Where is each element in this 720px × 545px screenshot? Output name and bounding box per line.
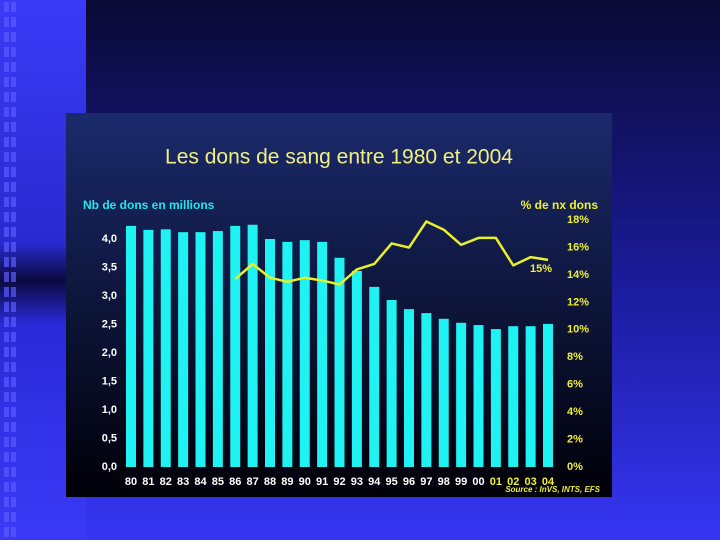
bar <box>247 224 258 467</box>
bar <box>143 229 154 467</box>
bar <box>404 309 414 467</box>
x-tick-label: 85 <box>212 476 224 488</box>
bar <box>490 329 501 467</box>
x-tick-label: 01 <box>490 476 502 488</box>
x-tick-label: 02 <box>507 476 519 488</box>
x-tick-label: 83 <box>177 476 189 488</box>
bar <box>386 299 397 467</box>
y-tick-label: 3,5 <box>102 261 117 273</box>
x-tick-label: 86 <box>229 476 241 488</box>
x-tick-label: 97 <box>420 476 432 488</box>
bar <box>160 229 171 467</box>
y2-tick-label: 4% <box>567 406 583 418</box>
line <box>234 220 549 286</box>
y-axis-label: Nb de dons en millions <box>83 198 215 212</box>
y2-tick-label: 0% <box>567 461 583 473</box>
y-tick-label: 1,5 <box>102 375 117 387</box>
x-tick-label: 87 <box>247 476 259 488</box>
bar <box>265 239 275 467</box>
x-tick-label: 99 <box>455 476 467 488</box>
y-tick-label: 2,5 <box>102 318 117 330</box>
x-tick-label: 93 <box>351 476 363 488</box>
bar <box>282 241 293 467</box>
x-tick-label: 04 <box>542 476 555 488</box>
x-tick-label: 98 <box>438 476 450 488</box>
bar <box>456 322 467 467</box>
x-tick-label: 88 <box>264 476 276 488</box>
x-tick-label: 80 <box>125 476 137 488</box>
bar <box>230 225 241 467</box>
bar <box>178 232 189 467</box>
bar <box>212 231 223 467</box>
bar <box>369 286 380 467</box>
bar <box>508 326 519 467</box>
x-tick-label: 95 <box>386 476 398 488</box>
y2-tick-label: 14% <box>567 269 589 281</box>
bar <box>421 313 432 467</box>
y2-tick-label: 16% <box>567 241 589 253</box>
bar <box>351 270 362 467</box>
source: Source : InVS, INTS, EFS <box>505 485 600 494</box>
bar <box>473 325 484 467</box>
bar <box>438 318 449 467</box>
x-tick-label: 91 <box>316 476 328 488</box>
x-tick-label: 94 <box>368 476 381 488</box>
annotation: 15% <box>530 263 552 275</box>
y2-tick-label: 10% <box>567 324 589 336</box>
x-tick-label: 81 <box>142 476 154 488</box>
y-tick-label: 3,0 <box>102 290 117 302</box>
y2-tick-label: 18% <box>567 214 589 226</box>
x-tick-label: 89 <box>281 476 293 488</box>
x-tick-label: 90 <box>299 476 311 488</box>
y-tick-label: 0,5 <box>102 432 117 444</box>
chart-title: Les dons de sang entre 1980 et 2004 <box>165 146 513 169</box>
bar <box>126 225 136 467</box>
y-tick-label: 4,0 <box>102 233 117 245</box>
y-tick-label: 2,0 <box>102 347 117 359</box>
x-tick-label: 92 <box>333 476 345 488</box>
side-pattern <box>4 0 16 540</box>
bar <box>334 257 345 467</box>
bar <box>317 241 328 467</box>
x-tick-label: 03 <box>525 476 537 488</box>
y2-axis-label: % de nx dons <box>521 198 599 212</box>
x-tick-label: 84 <box>194 476 207 488</box>
bar <box>195 232 206 467</box>
y2-tick-label: 12% <box>567 296 589 308</box>
y2-tick-label: 6% <box>567 379 583 391</box>
y-tick-label: 0,0 <box>102 461 117 473</box>
y2-tick-label: 8% <box>567 351 583 363</box>
x-tick-label: 96 <box>403 476 415 488</box>
y2-tick-label: 2% <box>567 433 583 445</box>
bar <box>543 323 553 467</box>
x-tick-label: 00 <box>472 476 484 488</box>
bar <box>299 240 310 467</box>
x-tick-label: 82 <box>160 476 172 488</box>
bar <box>525 326 536 467</box>
y-tick-label: 1,0 <box>102 404 117 416</box>
